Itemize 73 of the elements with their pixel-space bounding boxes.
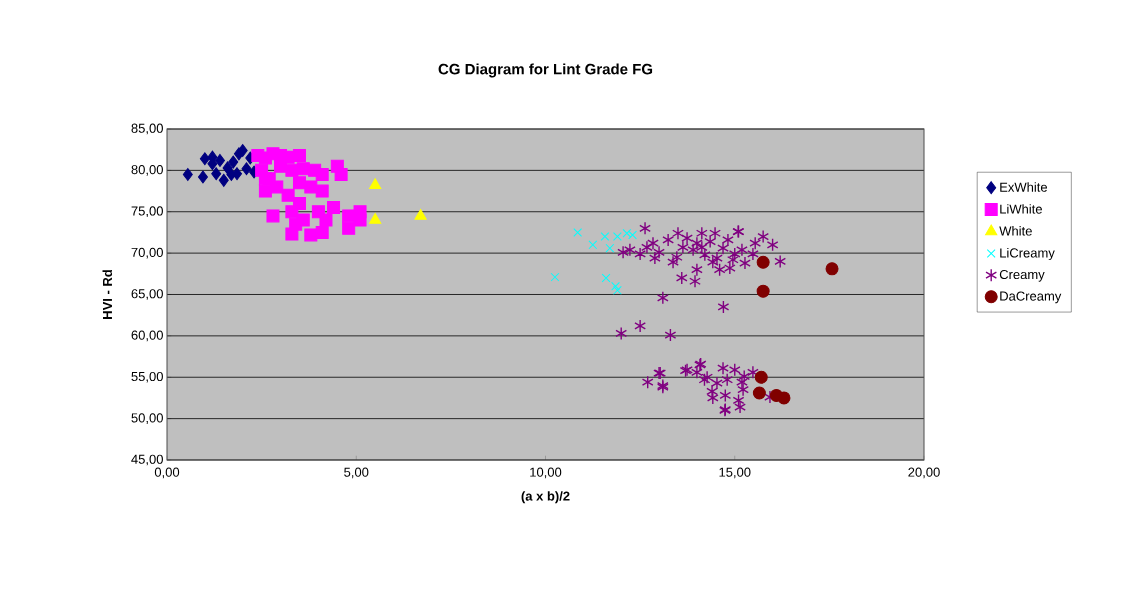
point [214, 153, 225, 167]
x-tick-label: 15,00 [719, 467, 751, 479]
point [241, 162, 252, 176]
x-axis-title: (a x b)/2 [521, 491, 570, 504]
point [611, 281, 620, 291]
point [601, 273, 611, 283]
point [613, 232, 622, 241]
point [258, 184, 272, 198]
legend-label: LiCreamy [1000, 247, 1055, 261]
y-tick-label: 65,00 [131, 289, 163, 300]
x-tick-label: 0,00 [154, 467, 180, 479]
y-tick-label: 60,00 [131, 330, 163, 342]
point [304, 228, 318, 242]
point [588, 240, 598, 250]
y-tick-label: 85,00 [131, 123, 163, 135]
y-tick-label: 75,00 [131, 206, 163, 218]
point [292, 176, 306, 190]
point [315, 225, 329, 239]
point [754, 370, 768, 384]
y-tick-label: 70,00 [131, 247, 163, 259]
point [226, 168, 237, 182]
point [211, 167, 222, 181]
point [825, 262, 839, 276]
point [285, 227, 299, 241]
legend-label: DaCreamy [1000, 291, 1062, 304]
point [613, 285, 622, 295]
point [334, 168, 348, 182]
point [315, 184, 329, 198]
point [182, 168, 193, 182]
point [197, 170, 208, 184]
y-tick-label: 80,00 [131, 165, 163, 176]
point [237, 144, 248, 158]
point [281, 188, 295, 202]
point [218, 173, 229, 187]
point [228, 155, 239, 169]
y-tick-label: 50,00 [131, 413, 163, 424]
legend-label: ExWhite [1000, 182, 1048, 192]
x-tick-label: 10,00 [530, 467, 562, 479]
point [414, 208, 427, 220]
point [258, 172, 272, 186]
y-axis-title: HVI - Rd [102, 270, 113, 319]
point [315, 168, 329, 182]
point [756, 255, 770, 269]
y-tick-label: 45,00 [131, 454, 163, 466]
y-tick-label: 55,00 [131, 371, 163, 383]
point [777, 391, 791, 405]
point [319, 213, 333, 227]
point [296, 213, 310, 227]
point [327, 201, 341, 215]
point [342, 221, 356, 235]
point [353, 213, 367, 227]
point [752, 386, 766, 400]
chart-title: CG Diagram for Lint Grade FG [438, 63, 653, 78]
point [550, 272, 560, 282]
x-tick-label: 20,00 [908, 467, 940, 479]
legend-label: Creamy [999, 269, 1045, 282]
point [369, 213, 382, 224]
point [605, 243, 615, 253]
point [266, 209, 280, 223]
point [756, 284, 770, 298]
point [292, 196, 306, 210]
point [369, 178, 382, 190]
point [304, 180, 318, 194]
legend-label: White [999, 226, 1032, 236]
point [274, 159, 288, 173]
point [270, 180, 284, 194]
point [285, 163, 299, 177]
x-tick-label: 5,00 [344, 467, 369, 479]
point [600, 232, 610, 241]
point [292, 148, 306, 162]
legend-label: LiWhite [1000, 204, 1042, 214]
point [199, 152, 210, 166]
point [573, 228, 583, 237]
